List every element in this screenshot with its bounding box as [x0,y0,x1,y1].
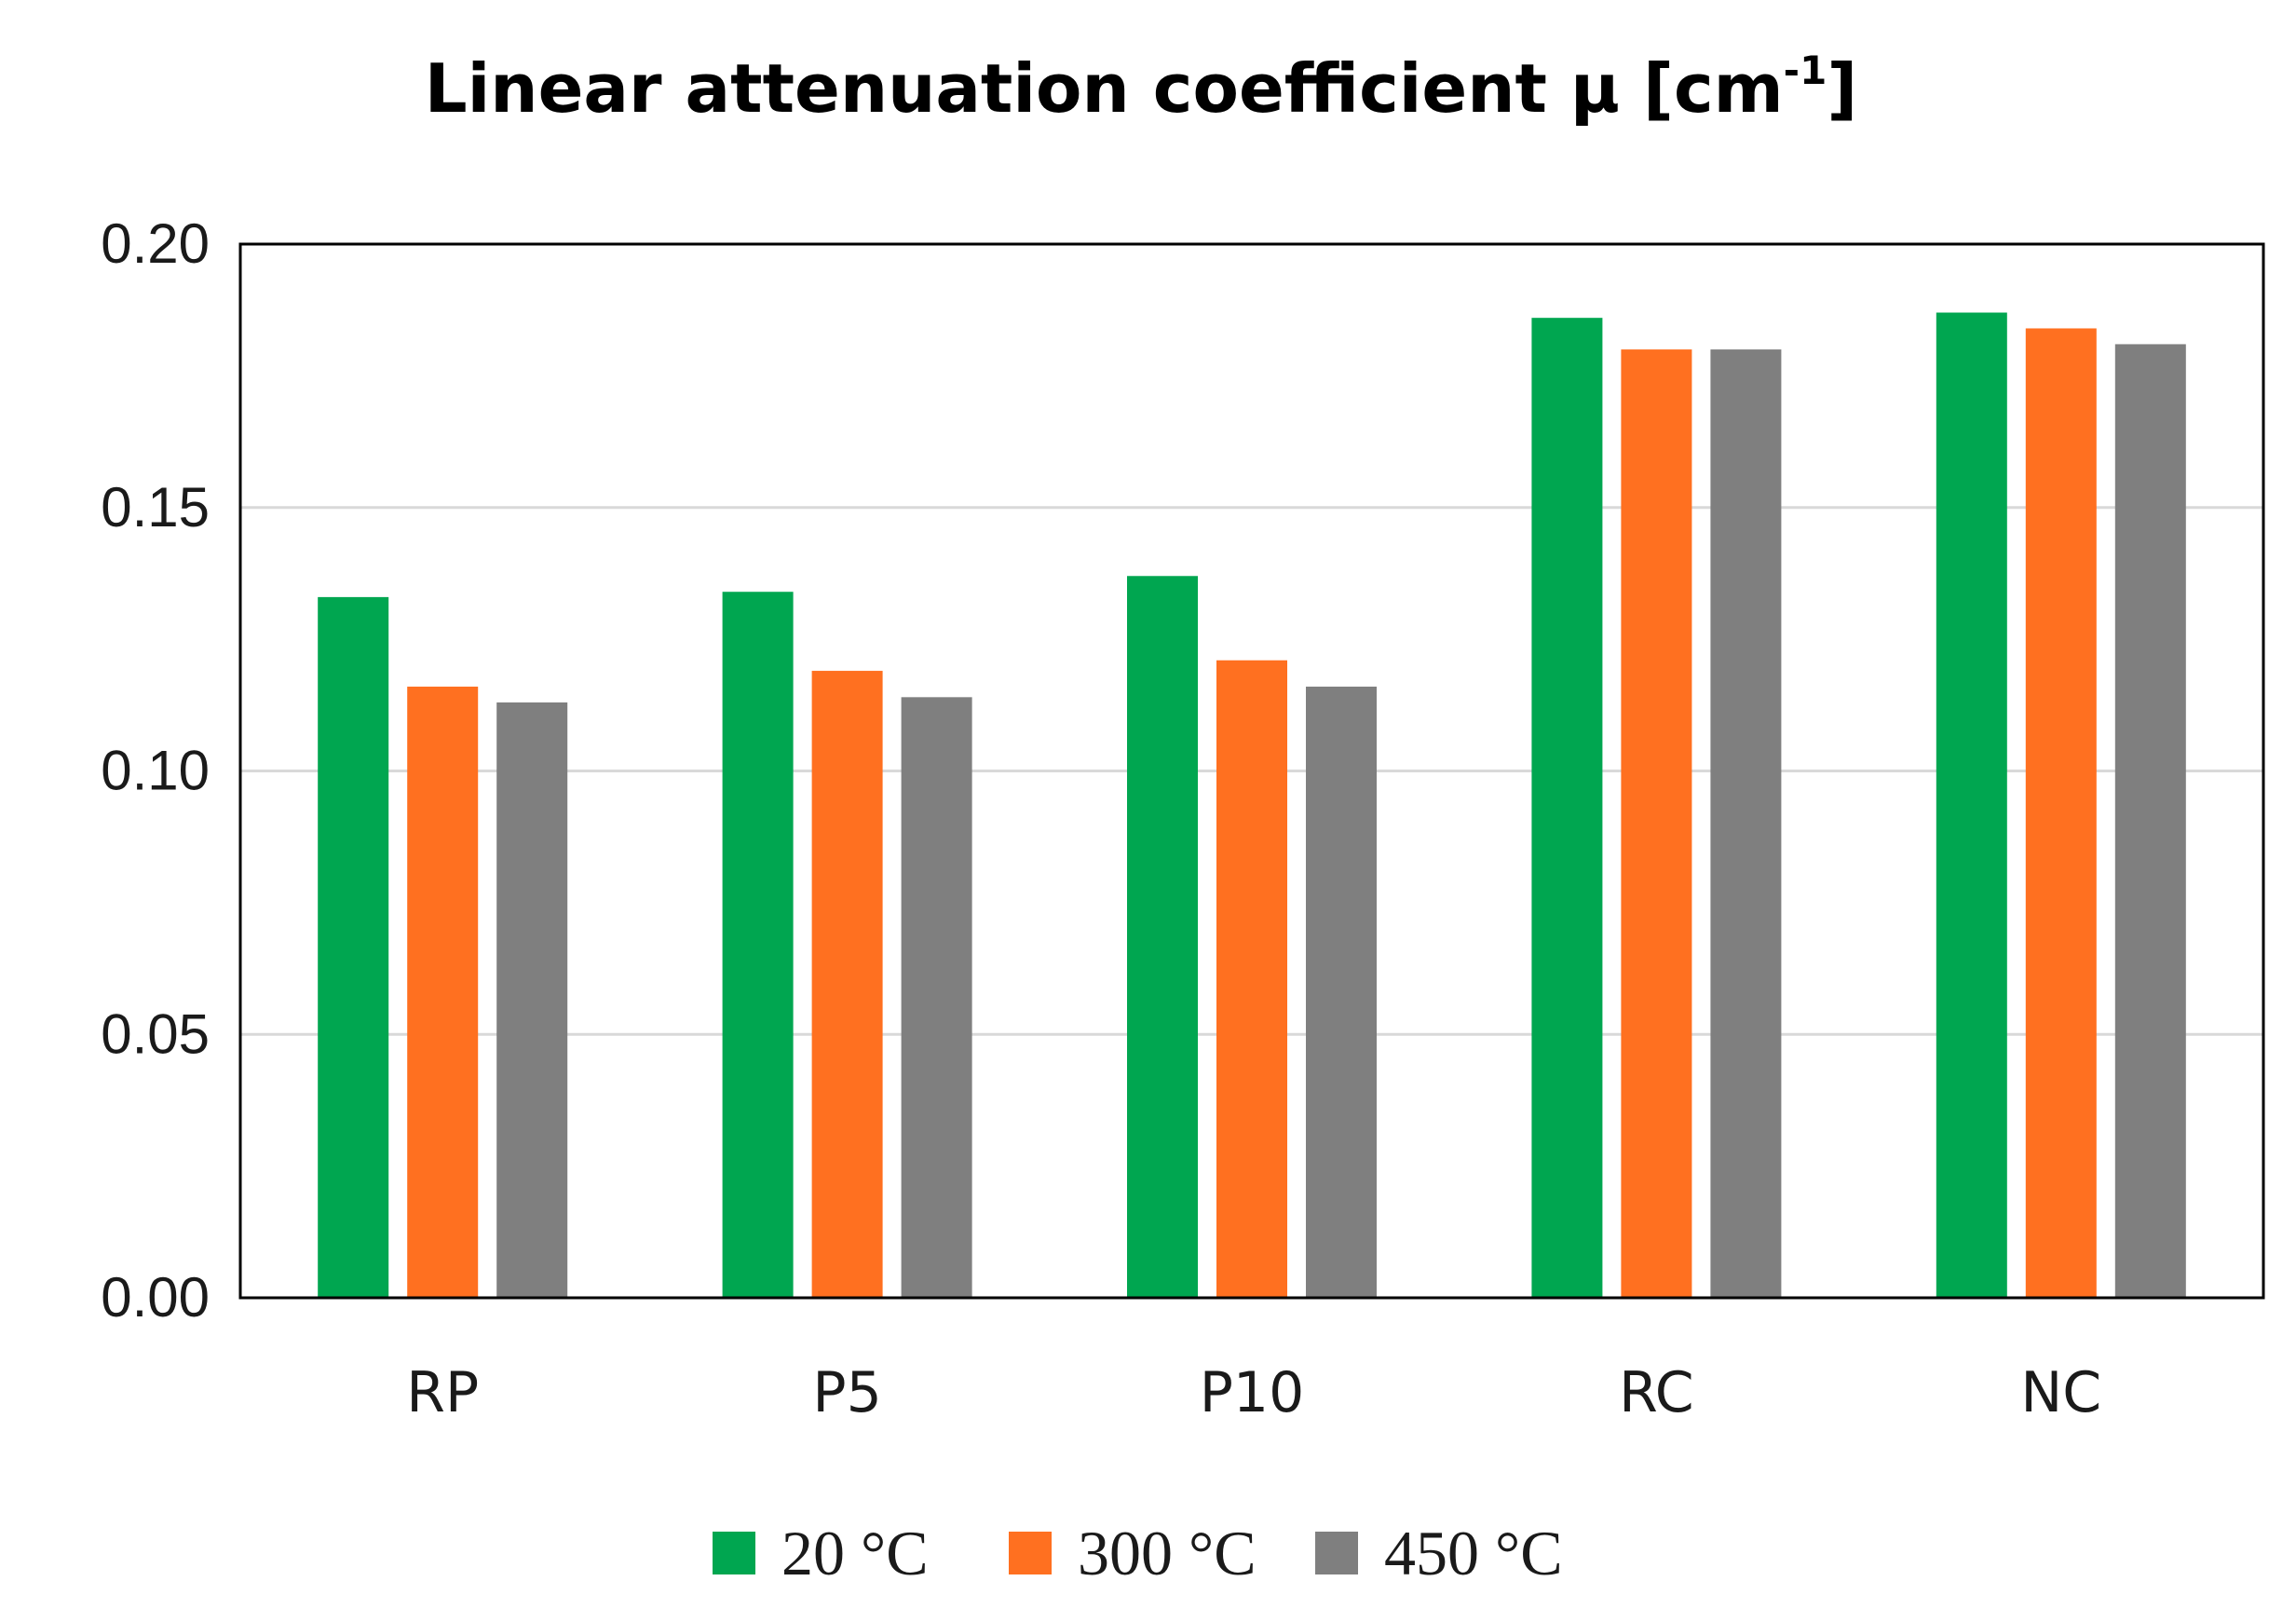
bar-rp-series-1 [318,596,389,1298]
chart-title-close: ] [1827,49,1857,128]
bar-rc-series-2 [1621,349,1692,1299]
legend: 20 °C 300 °C 450 °C [713,1518,1563,1588]
bar-rc-series-3 [1710,349,1782,1299]
bar-nc-series-2 [2025,328,2097,1299]
y-axis-ticks: 0.00 0.05 0.10 0.15 0.20 [101,212,210,1329]
legend-swatch [1009,1532,1052,1574]
legend-label: 450 °C [1384,1518,1563,1588]
bar-p10-series-3 [1306,687,1377,1298]
bar-nc-series-3 [2114,344,2186,1298]
bar-rp-series-2 [407,687,479,1298]
bars [318,312,2186,1299]
legend-swatch [1315,1532,1358,1574]
x-tick-label: NC [2020,1360,2101,1425]
y-tick-label: 0.10 [101,740,210,802]
legend-label: 300 °C [1078,1518,1257,1588]
bar-p5-series-1 [722,592,794,1298]
y-tick-label: 0.00 [101,1266,210,1329]
x-tick-label: P5 [812,1360,881,1425]
bar-p5-series-2 [811,671,883,1298]
bar-p10-series-2 [1216,660,1287,1298]
chart-title-superscript: -1 [1784,48,1827,93]
legend-label: 20 °C [781,1518,929,1588]
plot-border [238,242,2265,1300]
x-tick-label: RP [406,1360,479,1425]
legend-swatch [713,1532,755,1574]
x-tick-label: RC [1619,1360,1694,1425]
y-tick-label: 0.15 [101,476,210,538]
bar-p5-series-3 [901,697,972,1298]
bar-rp-series-3 [496,702,568,1298]
y-tick-label: 0.20 [101,212,210,275]
y-tick-label: 0.05 [101,1002,210,1065]
x-tick-label: P10 [1200,1360,1305,1425]
bar-nc-series-1 [1936,312,2007,1298]
bar-p10-series-1 [1127,576,1198,1298]
chart-title-main: Linear attenuation coefficient μ [cm [425,49,1784,128]
x-axis-ticks: RP P5 P10 RC NC [406,1360,2101,1425]
bar-rc-series-1 [1531,318,1603,1298]
chart-title: Linear attenuation coefficient μ [cm-1] [425,48,1857,128]
